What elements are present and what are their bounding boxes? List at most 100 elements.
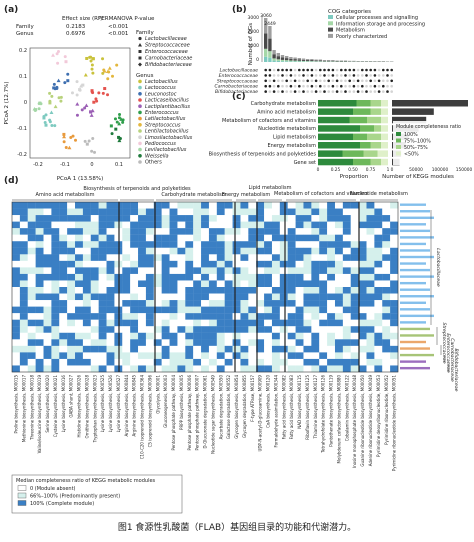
heatmap-cell	[358, 267, 367, 275]
heatmap-cell	[169, 319, 178, 327]
heatmap-cell	[224, 234, 233, 242]
heatmap-cell	[366, 293, 375, 301]
heatmap-cell	[248, 247, 257, 255]
heatmap-cell	[169, 228, 178, 235]
heatmap-cell	[342, 208, 351, 216]
heatmap-cell	[350, 202, 359, 209]
heatmap-cell	[208, 202, 217, 209]
heatmap-cell	[185, 287, 194, 294]
heatmap-cell	[366, 326, 375, 333]
heatmap-cell	[374, 273, 383, 281]
heatmap-cell	[224, 241, 233, 248]
heatmap-cell	[342, 228, 351, 235]
heatmap-cell	[342, 293, 351, 301]
heatmap-cell	[169, 215, 178, 222]
proportion-segment	[370, 158, 381, 166]
genus-legend-item: Leuconostoc	[145, 91, 177, 97]
heatmap-cell	[256, 313, 265, 320]
heatmap-cell	[224, 300, 233, 307]
heatmap-cell	[390, 241, 399, 248]
heatmap-cell	[350, 365, 359, 373]
heatmap-cell	[122, 215, 131, 222]
heatmap-cell	[35, 254, 44, 261]
heatmap-legend-swatch	[17, 492, 27, 499]
upset-dot	[293, 84, 297, 88]
heatmap-cell	[12, 319, 21, 327]
heatmap-cell	[153, 254, 162, 261]
heatmap-cell	[319, 287, 328, 294]
heatmap-cell	[271, 287, 280, 294]
heatmap-cell	[256, 234, 265, 242]
heatmap-cell	[130, 319, 139, 327]
upset-dot	[306, 68, 310, 72]
heatmap-cell	[19, 313, 28, 320]
heatmap-cell	[327, 254, 336, 261]
heatmap-cell	[374, 234, 383, 242]
heatmap-cell	[366, 300, 375, 307]
heatmap-cell	[169, 300, 178, 307]
heatmap-cell	[374, 313, 383, 320]
heatmap-cell	[145, 280, 154, 288]
heatmap-cell	[90, 267, 99, 275]
heatmap-cell	[232, 260, 241, 268]
heatmap-cell	[240, 208, 249, 216]
heatmap-cell	[319, 352, 328, 360]
heatmap-cell	[122, 358, 131, 366]
upset-dot	[264, 84, 268, 88]
heatmap-cell	[271, 267, 280, 275]
heatmap-cell	[279, 241, 288, 248]
heatmap-cell	[193, 339, 202, 346]
heatmap-cell	[264, 228, 273, 235]
heatmap-cell	[319, 300, 328, 307]
heatmap-cell	[43, 358, 52, 366]
heatmap-cell	[122, 247, 131, 255]
heatmap-cell	[185, 215, 194, 222]
pcoa-point	[42, 115, 46, 119]
heatmap-cell	[19, 234, 28, 242]
pcoa-point	[44, 123, 48, 127]
heatmap-cell	[303, 267, 312, 275]
proportion-segment	[377, 150, 388, 157]
proportion-segment	[360, 125, 374, 132]
proportion-segment	[356, 100, 371, 107]
genus-legend-item: Others	[145, 160, 162, 166]
heatmap-cell	[90, 313, 99, 320]
family-shape	[138, 56, 142, 60]
heatmap-cell	[208, 332, 217, 340]
genus-legend-item: Weissella	[145, 153, 169, 159]
heatmap-cell	[43, 306, 52, 314]
heatmap-cell	[358, 202, 367, 209]
heatmap-cell	[295, 345, 304, 353]
heatmap-cell	[193, 260, 202, 268]
heatmap-cell	[185, 221, 194, 229]
pcoa-ytick-label: 0	[24, 100, 27, 106]
heatmap-cell	[67, 215, 76, 222]
heatmap-cell	[153, 293, 162, 301]
column-label: Lysine biosynthesis, M00525	[100, 375, 105, 433]
heatmap-cell	[256, 280, 265, 288]
heatmap-cell	[295, 365, 304, 373]
heatmap-cell	[390, 287, 399, 294]
upset-bar-segment	[264, 33, 268, 49]
heatmap-cell	[256, 254, 265, 261]
heatmap-cell	[43, 332, 52, 340]
heatmap-cell	[43, 267, 52, 275]
upset-dot	[277, 79, 280, 83]
upset-dot	[281, 74, 284, 77]
upset-dot	[268, 90, 272, 93]
heatmap-cell	[106, 306, 115, 314]
heatmap-cell	[256, 332, 265, 340]
heatmap-cell	[224, 306, 233, 314]
heatmap-cell	[59, 300, 68, 307]
heatmap-cell	[350, 260, 359, 268]
pcoa-xtick-label: 0.1	[115, 162, 123, 168]
heatmap-cell	[232, 339, 241, 346]
row-label	[400, 308, 430, 311]
upset-dot	[390, 90, 394, 93]
heatmap-cell	[216, 254, 225, 261]
pcoa-point	[115, 120, 119, 124]
column-label: Gluconeogenesis, M00003	[163, 375, 168, 428]
column-label: Pyrimidine deoxyribonucleotide, M00053	[376, 375, 381, 457]
heatmap-cell	[224, 332, 233, 340]
column-label: Fatty acid biosynthesis, M00082	[281, 375, 286, 440]
